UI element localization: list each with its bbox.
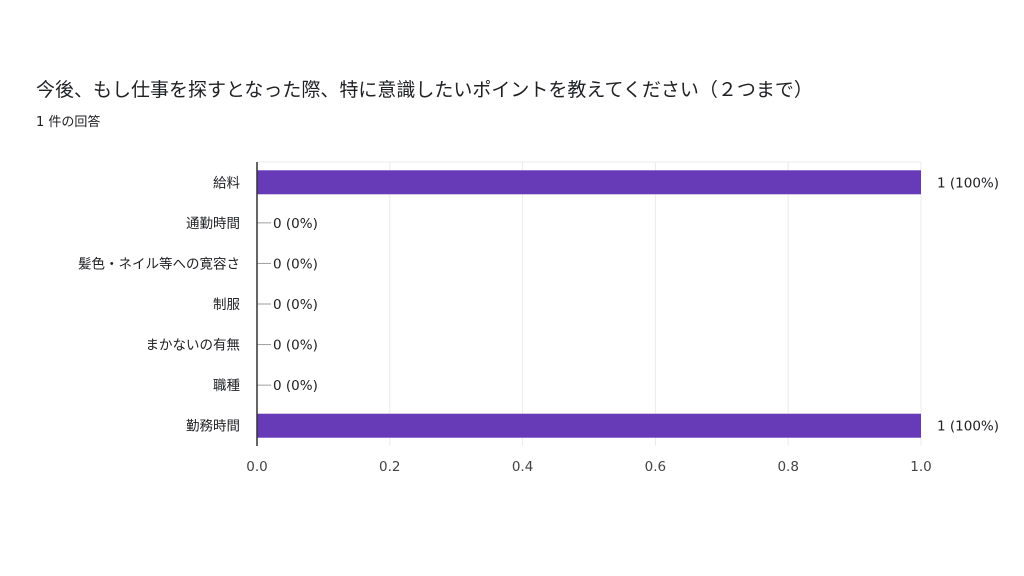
category-label: 髪色・ネイル等への寛容さ xyxy=(78,255,240,272)
data-label: 1 (100%) xyxy=(937,419,999,435)
x-tick-label: 0.6 xyxy=(645,459,666,475)
x-tick-label: 0.2 xyxy=(379,459,400,475)
data-label: 0 (0%) xyxy=(273,338,318,354)
value-labels: 1 (100%) 0 (0%) 0 (0%) 0 (0%) 0 (0%) 0 (0%) 1 … xyxy=(273,175,999,434)
category-label: 給料 xyxy=(213,175,240,191)
response-count: 1 件の回答 xyxy=(36,115,101,130)
category-label: まかないの有無 xyxy=(146,338,241,354)
bar xyxy=(257,413,921,438)
data-label: 1 (100%) xyxy=(937,175,999,191)
category-label: 勤務時間 xyxy=(186,419,240,435)
category-label: 通勤時間 xyxy=(186,216,240,232)
bars xyxy=(257,170,921,438)
x-tick-labels: 0.0 0.2 0.4 0.6 0.8 1.0 xyxy=(246,459,931,475)
x-tick-label: 0.4 xyxy=(512,459,533,475)
bar xyxy=(257,170,921,195)
data-label: 0 (0%) xyxy=(273,216,318,232)
category-label: 制服 xyxy=(213,297,240,313)
grid-lines xyxy=(257,161,922,446)
category-label: 職種 xyxy=(213,378,240,394)
data-label: 0 (0%) xyxy=(273,256,318,272)
x-tick-label: 1.0 xyxy=(910,459,931,475)
x-tick-label: 0.0 xyxy=(246,459,267,475)
data-label: 0 (0%) xyxy=(273,297,318,313)
chart-title: 今後、もし仕事を探すとなった際、特に意識したいポイントを教えてください（２つまで… xyxy=(36,79,813,101)
data-label: 0 (0%) xyxy=(273,378,318,394)
x-tick-label: 0.8 xyxy=(777,459,798,475)
